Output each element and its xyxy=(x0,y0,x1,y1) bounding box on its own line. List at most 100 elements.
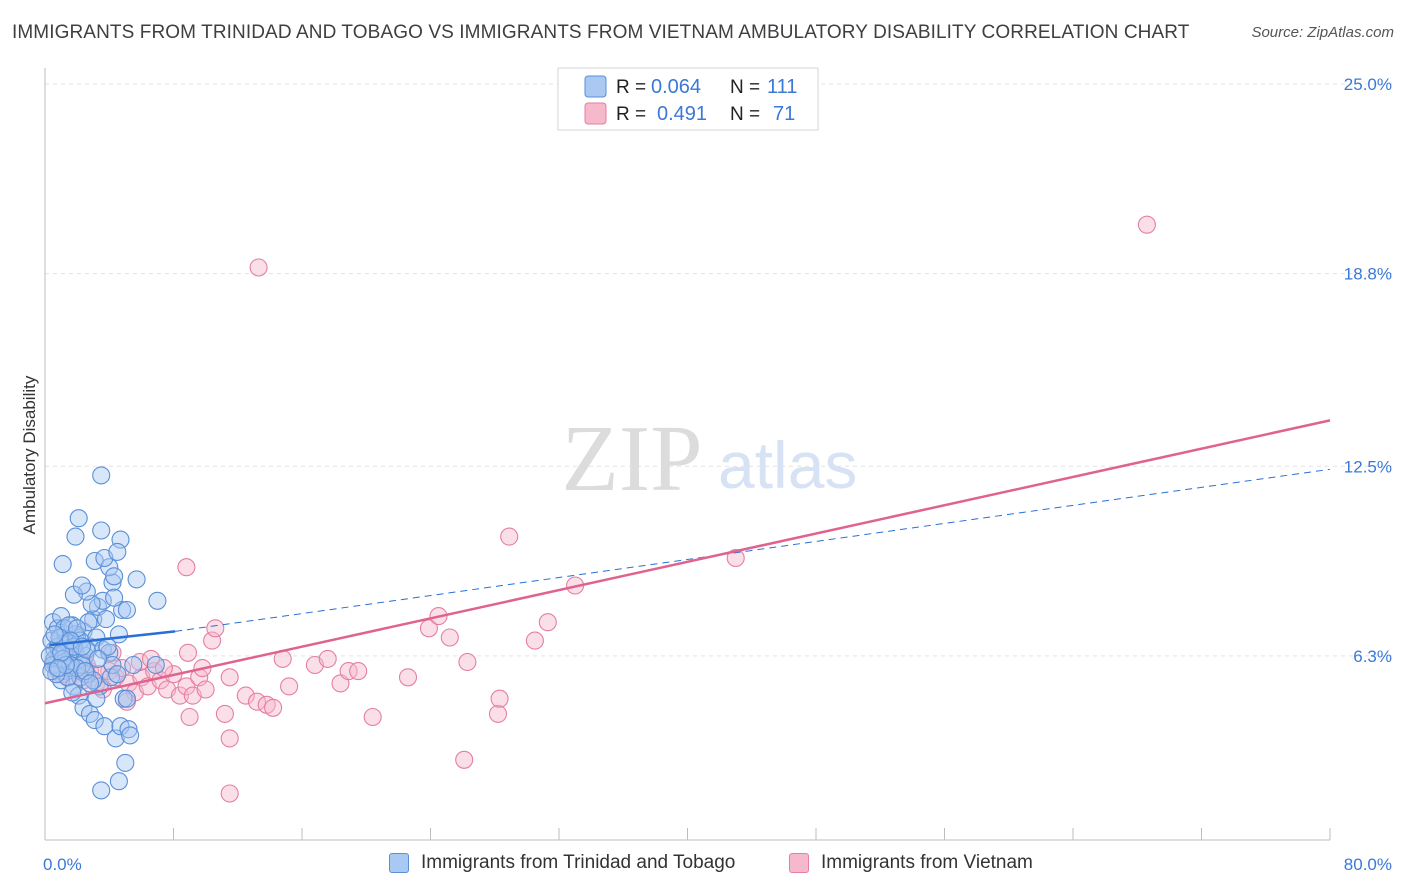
vietnam-point xyxy=(440,628,459,647)
bottom-legend-swatch-trinidad xyxy=(389,853,409,873)
bottom-legend-label-trinidad: Immigrants from Trinidad and Tobago xyxy=(421,852,736,873)
trinidad-point xyxy=(93,591,112,610)
trinidad-point xyxy=(79,613,98,632)
vietnam-point xyxy=(363,707,382,727)
axes-layer xyxy=(44,68,1331,841)
y-tick-label: 6.3% xyxy=(1353,647,1392,666)
legend-n-label-2: N = xyxy=(730,104,760,125)
trinidad-point xyxy=(47,665,66,684)
trinidad-point xyxy=(95,717,114,736)
vietnam-point xyxy=(249,258,268,277)
trinidad-point xyxy=(108,542,127,561)
legend-n-label-1: N = xyxy=(730,77,760,98)
trinidad-point xyxy=(92,781,111,800)
trinidad-point xyxy=(53,555,72,574)
vietnam-point xyxy=(525,631,544,650)
vietnam-point xyxy=(180,707,199,727)
trinidad-trend-dashed xyxy=(175,468,1331,632)
legend-swatch-trinidad xyxy=(584,75,607,98)
legend-r-label-2: R = xyxy=(616,104,646,125)
vietnam-point xyxy=(339,662,358,681)
bottom-legend-item-trinidad: Immigrants from Trinidad and Tobago xyxy=(389,852,735,874)
vietnam-point xyxy=(178,643,198,662)
vietnam-point xyxy=(220,784,239,803)
legend-swatch-vietnam xyxy=(584,102,607,125)
trinidad-point xyxy=(50,628,69,647)
trinidad-point xyxy=(48,659,67,678)
vietnam-point xyxy=(455,750,474,769)
tick-labels: 6.3% 12.5% 18.8% 25.0% 0.0% 80.0% xyxy=(43,75,1392,874)
chart-source: Source: ZipAtlas.com xyxy=(1251,24,1394,41)
trinidad-point xyxy=(61,631,80,650)
trinidad-trend-line xyxy=(49,630,176,647)
trinidad-point xyxy=(121,726,140,745)
vietnam-point xyxy=(220,668,239,687)
vietnam-point xyxy=(236,686,255,705)
trinidad-point xyxy=(80,674,100,693)
trinidad-point xyxy=(66,527,85,546)
bottom-legend-item-vietnam: Immigrants from Vietnam xyxy=(789,852,1033,874)
trinidad-point xyxy=(105,588,124,607)
vietnam-point xyxy=(196,680,215,699)
legend-r-label-1: R = xyxy=(616,77,646,98)
trinidad-point xyxy=(92,466,111,485)
trinidad-point xyxy=(69,509,88,528)
chart-title: IMMIGRANTS FROM TRINIDAD AND TOBAGO VS I… xyxy=(12,22,1190,43)
series-trinidad-points xyxy=(40,466,167,800)
legend-r-value-trinidad: 0.064 xyxy=(651,76,701,98)
vietnam-point xyxy=(1137,215,1156,234)
trinidad-point xyxy=(127,570,146,589)
trinidad-point xyxy=(80,704,100,723)
watermark-zip: ZIP xyxy=(562,407,703,511)
trinidad-point xyxy=(88,649,108,668)
trinidad-point xyxy=(45,625,64,644)
vietnam-point xyxy=(215,704,234,723)
watermark: ZIP atlas xyxy=(562,407,858,511)
trinidad-point xyxy=(85,711,104,730)
vietnam-point xyxy=(280,677,299,696)
vietnam-point xyxy=(500,527,519,546)
legend-n-value-vietnam: 71 xyxy=(773,103,795,125)
trinidad-point xyxy=(96,610,116,629)
watermark-atlas: atlas xyxy=(718,428,857,502)
vietnam-point xyxy=(398,668,418,687)
bottom-legend: Immigrants from Trinidad and Tobago Immi… xyxy=(0,852,1406,878)
vietnam-point xyxy=(220,729,239,748)
vietnam-point xyxy=(349,662,368,681)
legend-r-value-vietnam: 0.491 xyxy=(657,103,707,125)
trinidad-point xyxy=(146,655,165,675)
trinidad-point xyxy=(108,665,127,684)
trinidad-point xyxy=(148,591,167,610)
trinidad-point xyxy=(117,600,136,620)
trinidad-point xyxy=(117,689,136,708)
vietnam-point xyxy=(488,704,508,723)
y-tick-label: 12.5% xyxy=(1344,457,1392,476)
vietnam-point xyxy=(490,689,509,708)
x-tick-label-min: 0.0% xyxy=(43,855,82,874)
vietnam-point xyxy=(206,619,225,638)
trinidad-point xyxy=(124,655,143,675)
top-legend: R = 0.064 N = 111 R = 0.491 N = 71 xyxy=(557,67,819,131)
trinidad-point xyxy=(109,772,128,791)
trinidad-point xyxy=(87,689,106,708)
vietnam-point xyxy=(318,649,337,668)
vietnam-point xyxy=(538,613,557,632)
trinidad-point xyxy=(72,576,91,595)
vietnam-point xyxy=(170,686,189,705)
bottom-legend-label-vietnam: Immigrants from Vietnam xyxy=(821,852,1033,873)
vietnam-point xyxy=(141,649,161,668)
trinidad-point xyxy=(116,753,135,772)
vietnam-point xyxy=(247,692,267,711)
trinidad-point xyxy=(103,573,122,592)
vietnam-point xyxy=(177,677,196,696)
trinidad-point xyxy=(119,720,138,739)
vietnam-point xyxy=(264,698,283,717)
y-axis-label: Ambulatory Disability xyxy=(20,375,39,534)
vietnam-point xyxy=(458,652,477,672)
trinidad-point xyxy=(105,567,124,586)
y-tick-label: 25.0% xyxy=(1344,75,1392,94)
legend-n-value-trinidad: 111 xyxy=(767,76,797,98)
vietnam-point xyxy=(177,558,196,577)
vietnam-point xyxy=(726,548,745,568)
